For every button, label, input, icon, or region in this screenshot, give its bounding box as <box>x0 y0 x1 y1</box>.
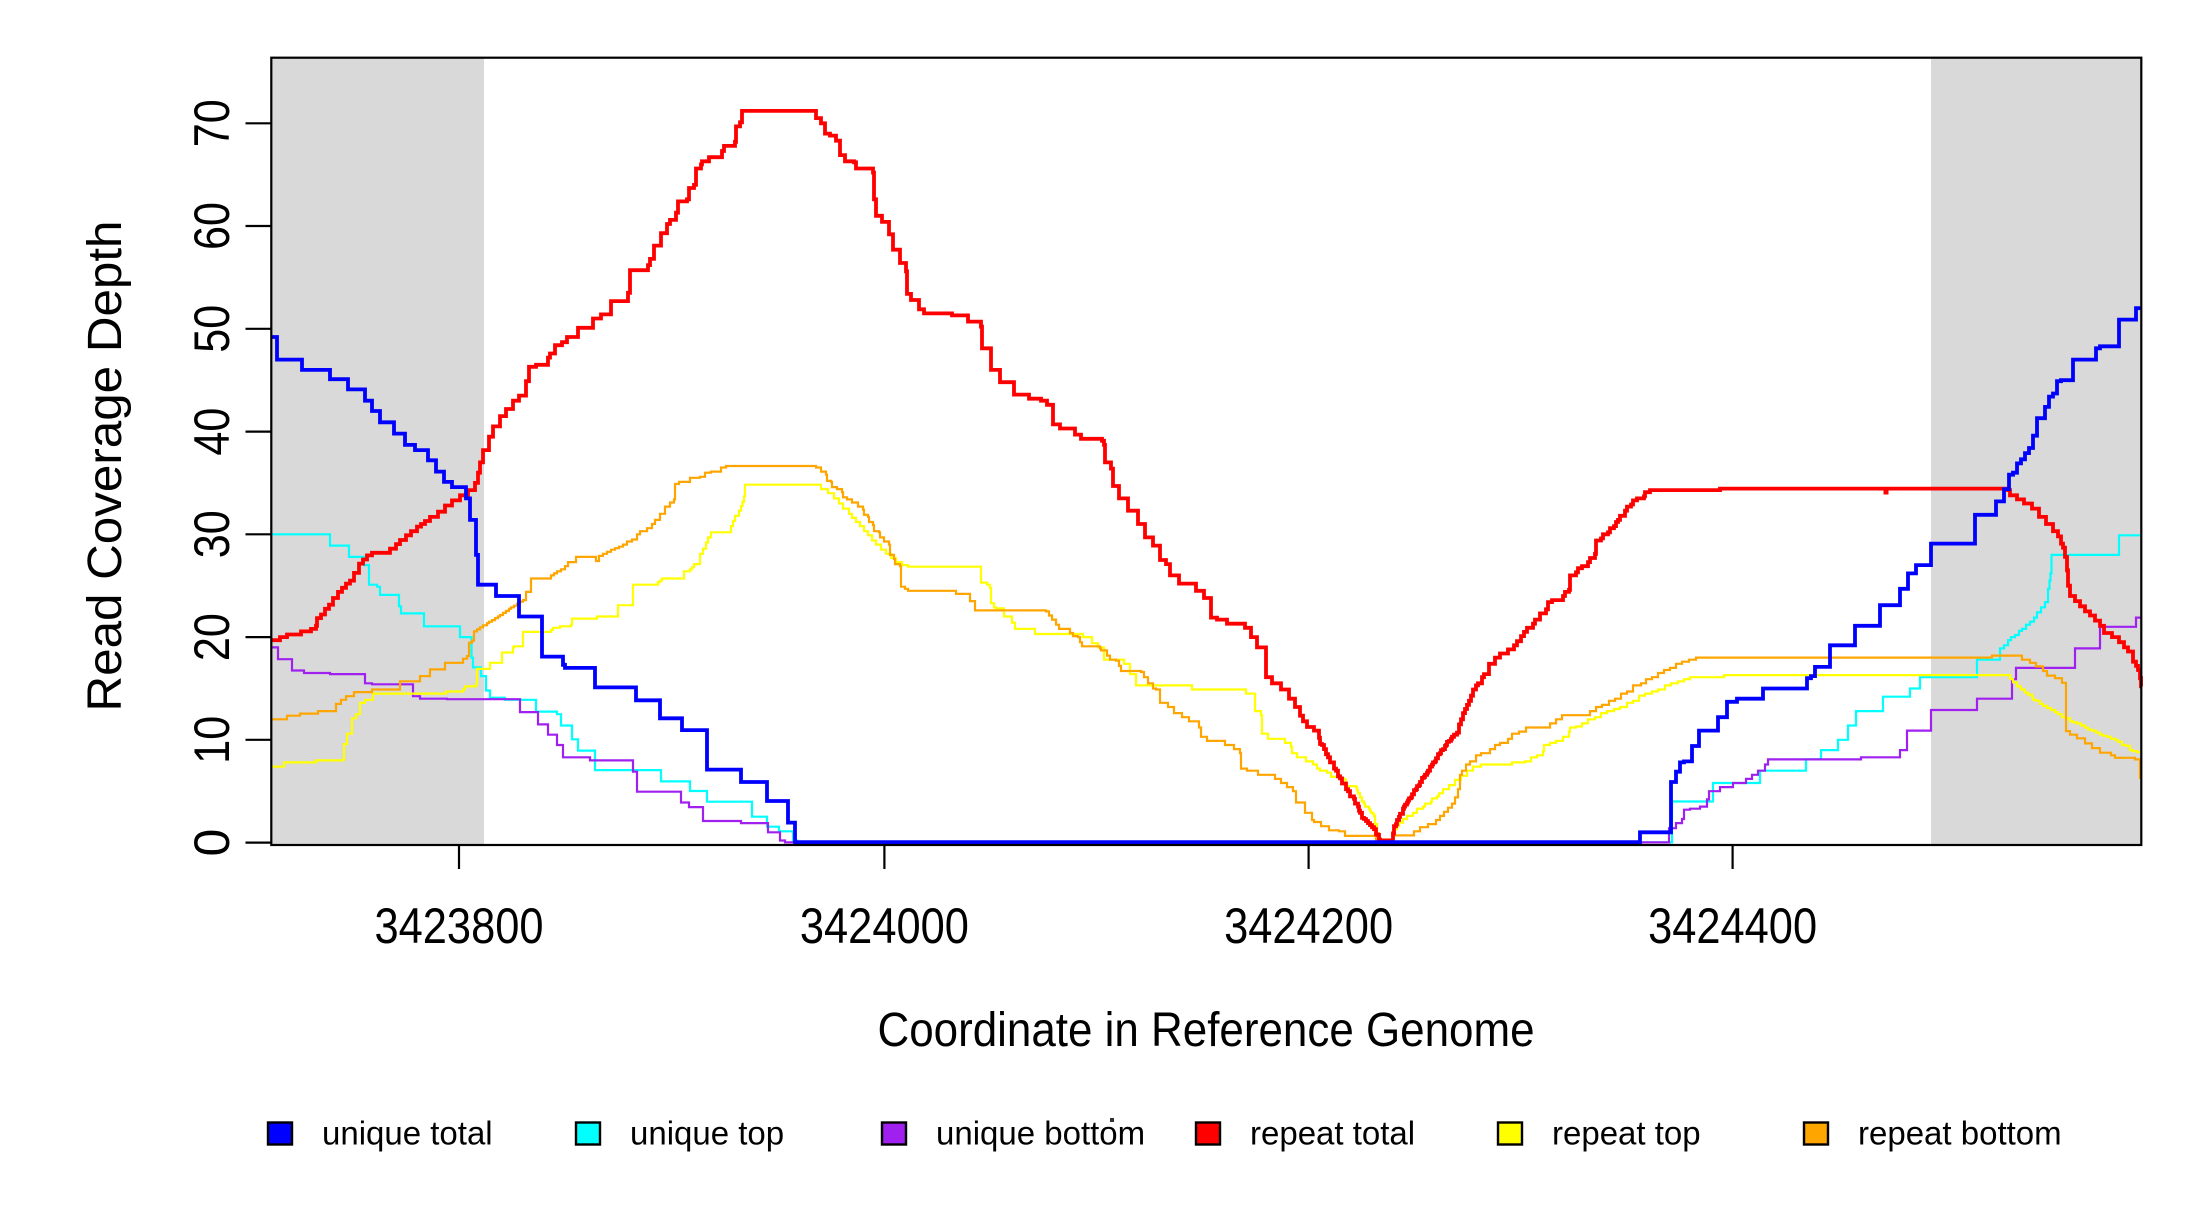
svg-text:repeat total: repeat total <box>1250 1115 1415 1152</box>
svg-text:40: 40 <box>184 408 240 456</box>
svg-text:unique top: unique top <box>630 1115 784 1152</box>
svg-text:30: 30 <box>184 510 240 558</box>
svg-text:repeat top: repeat top <box>1552 1115 1701 1152</box>
svg-text:0: 0 <box>184 829 240 857</box>
svg-text:10: 10 <box>184 716 240 764</box>
svg-text:3424000: 3424000 <box>800 898 969 954</box>
svg-text:50: 50 <box>184 305 240 353</box>
svg-text:70: 70 <box>184 99 240 147</box>
svg-text:60: 60 <box>184 202 240 250</box>
svg-text:Read Coverage Depth: Read Coverage Depth <box>79 221 132 712</box>
svg-text:repeat bottom: repeat bottom <box>1858 1115 2062 1152</box>
svg-text:unique total: unique total <box>322 1115 493 1152</box>
svg-text:3424400: 3424400 <box>1648 898 1817 954</box>
svg-text:3423800: 3423800 <box>375 898 544 954</box>
svg-text:Coordinate in Reference Genome: Coordinate in Reference Genome <box>878 1004 1535 1057</box>
svg-text:3424200: 3424200 <box>1224 898 1393 954</box>
svg-text:20: 20 <box>184 613 240 661</box>
